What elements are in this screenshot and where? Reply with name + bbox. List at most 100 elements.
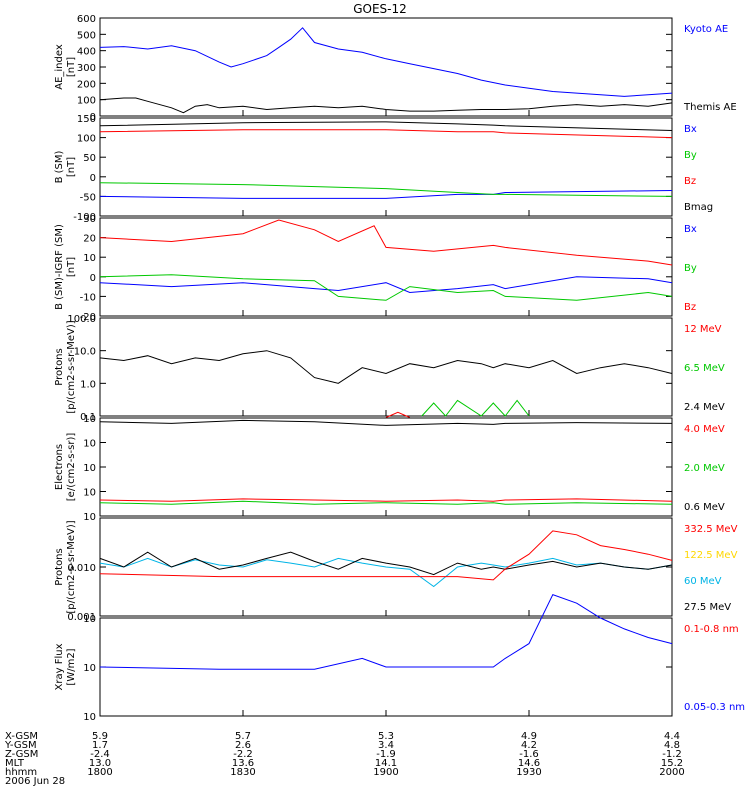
legend-bsm-3: Bmag [684, 202, 713, 213]
xrow-value: 13.0 [89, 758, 111, 769]
ylabel-xray: Xray Flux [54, 643, 65, 690]
series-line-protons1-1 [421, 399, 530, 417]
xrow-value: 15.2 [661, 758, 683, 769]
ytick-label-protons2: 0.001 [67, 612, 96, 623]
series-line-ae-1 [99, 97, 673, 114]
legend-protons1-2: 2.4 MeV [684, 402, 725, 413]
ytick-label-bsm: 0 [90, 173, 96, 184]
legend-bsm-1: By [684, 150, 697, 161]
xrow-value: 5.7 [235, 731, 251, 742]
ylabel-bsm: [nT] [66, 157, 77, 177]
ytick-label-bsm: -100 [73, 212, 96, 223]
ytick-label-bsm: 100 [77, 134, 96, 145]
ytick-label-bigrf: 30 [83, 214, 96, 225]
series-line-bsm-1 [99, 182, 673, 197]
xrow-value: 1930 [516, 767, 541, 778]
series-line-xray-0 [99, 530, 673, 581]
ylabel-protons1: Protons [54, 348, 65, 385]
ylabel-electrons: Electrons [54, 444, 65, 490]
panel-frame-bsm [99, 117, 673, 217]
xrow-value: 3.4 [378, 740, 394, 751]
ytick-label-protons1: 100.0 [67, 314, 96, 325]
xrow-label: MLT [5, 758, 25, 769]
legend-electrons-2: 0.6 MeV [684, 502, 725, 513]
ytick-label-xray: 10 [83, 663, 96, 674]
panel-frame-protons1 [99, 317, 673, 417]
ytick-label-protons1: 1.0 [80, 379, 96, 390]
ytick-label-protons2: 0.010 [67, 563, 96, 574]
ytick-label-bigrf: 10 [83, 253, 96, 264]
ylabel-ae: AE_index [54, 44, 65, 90]
legend-electrons-0: 4.0 MeV [684, 424, 725, 435]
xrow-value: 1830 [230, 767, 255, 778]
xrow-value: 4.2 [521, 740, 537, 751]
ytick-label-protons1: 10.0 [74, 347, 96, 358]
series-line-ae-0 [99, 27, 673, 97]
ytick-label-bsm: 150 [77, 114, 96, 125]
ytick-label-ae: 600 [77, 14, 96, 25]
xrow-value: 1900 [373, 767, 398, 778]
series-line-electrons-0 [99, 498, 673, 502]
xrow-label: Y-GSM [4, 740, 37, 751]
legend-bsm-2: Bz [684, 176, 696, 187]
xrow-value: 14.6 [518, 758, 540, 769]
ytick-label-bigrf: -10 [80, 292, 96, 303]
series-line-protons1-0 [385, 411, 411, 418]
series-line-bigrf-0 [99, 276, 673, 294]
ytick-label-electrons: 10 [83, 488, 96, 499]
xrow-value: 1.7 [92, 740, 108, 751]
legend-xray-1: 0.05-0.3 nm [684, 702, 745, 713]
xrow-value: -1.2 [662, 749, 682, 760]
xrow-value: -1.6 [519, 749, 539, 760]
ylabel-electrons: [e/(cm2-s-sr)] [66, 433, 77, 502]
xrow-label: Z-GSM [5, 749, 38, 760]
legend-protons2-2: 60 MeV [684, 576, 722, 587]
ytick-label-electrons: 10 [83, 414, 96, 425]
ytick-label-bsm: -50 [80, 192, 96, 203]
ylabel-bsm: B (SM) [54, 150, 65, 183]
legend-ae-0: Kyoto AE [684, 24, 728, 35]
ytick-label-bigrf: 0 [90, 273, 96, 284]
ytick-label-ae: 300 [77, 63, 96, 74]
xrow-value: -2.4 [90, 749, 110, 760]
ylabel-bigrf: B (SM)-IGRF (SM) [54, 224, 65, 310]
legend-ae-1: Themis AE [683, 102, 737, 113]
xrow-value: 2000 [659, 767, 684, 778]
series-line-electrons-2 [99, 419, 673, 426]
legend-xray-0: 0.1-0.8 nm [684, 624, 739, 635]
xrow-value: 4.8 [664, 740, 680, 751]
legend-protons2-0: 332.5 MeV [684, 524, 738, 535]
ylabel-protons1: [p/(cm2-s-sr-MeV)] [66, 320, 77, 413]
xrow-value: 13.6 [232, 758, 254, 769]
panel-frame-bigrf [99, 217, 673, 317]
series-line-bigrf-2 [99, 219, 673, 266]
xrow-value: 4.4 [664, 731, 680, 742]
legend-protons1-0: 12 MeV [684, 324, 722, 335]
legend-bigrf-0: Bx [684, 224, 697, 235]
ylabel-bigrf: [nT] [66, 257, 77, 277]
ylabel-protons2: Protons [54, 548, 65, 585]
legend-protons1-1: 6.5 MeV [684, 363, 725, 374]
series-line-bsm-0 [99, 190, 673, 199]
legend-protons2-1: 122.5 MeV [684, 550, 738, 561]
ytick-label-bigrf: -20 [80, 312, 96, 323]
series-line-xray-1 [99, 593, 673, 670]
legend-protons2-3: 27.5 MeV [684, 602, 731, 613]
ytick-label-electrons: 10 [83, 463, 96, 474]
ytick-label-ae: 500 [77, 30, 96, 41]
xrow-value: -2.2 [233, 749, 253, 760]
ylabel-ae: [nT] [66, 57, 77, 77]
xrow-label: hhmm [5, 767, 37, 778]
ylabel-xray: [W/m2] [66, 648, 77, 685]
ytick-label-ae: 200 [77, 79, 96, 90]
ytick-label-xray: 10 [83, 614, 96, 625]
plot-date: 2006 Jun 28 [5, 776, 65, 787]
legend-bigrf-1: By [684, 263, 697, 274]
xrow-value: 2.6 [235, 740, 251, 751]
ytick-label-ae: 400 [77, 47, 96, 58]
xrow-value: 14.1 [375, 758, 397, 769]
series-line-protons1-2 [99, 350, 673, 384]
ytick-label-bigrf: 20 [83, 234, 96, 245]
ytick-label-protons1: 0.1 [80, 412, 96, 423]
